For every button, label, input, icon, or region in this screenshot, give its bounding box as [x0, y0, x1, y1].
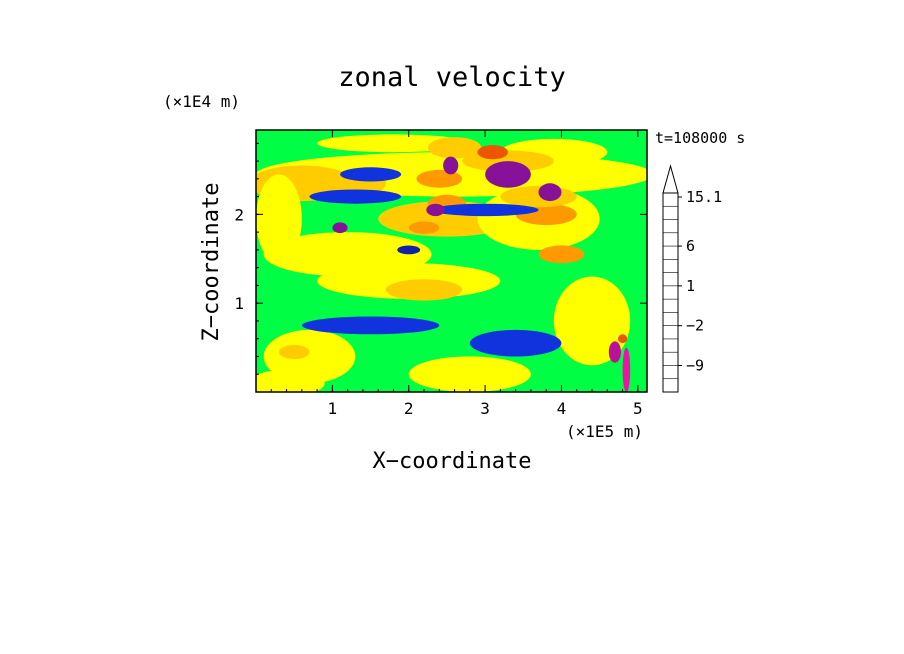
- x-tick-label: 1: [328, 399, 338, 418]
- colorbar-label: −9: [686, 356, 704, 374]
- y-tick-label: 1: [234, 294, 244, 313]
- field-cell: [408, 356, 531, 392]
- field-cell: [477, 145, 509, 160]
- field-cell: [538, 245, 585, 264]
- plot-frame: [255, 129, 648, 393]
- field-cell: [431, 203, 539, 217]
- field-cell: [278, 344, 310, 360]
- y-axis-label: Z−coordinate: [199, 183, 224, 342]
- colorbar: 15.1 6 1 −2 −9: [662, 164, 722, 393]
- x-axis-ticks: 1 2 3 4 5: [270, 130, 643, 418]
- field-cell: [301, 316, 440, 335]
- field-cell: [309, 189, 402, 204]
- field-cell: [408, 221, 440, 234]
- colorbar-overflow-arrow: [662, 164, 679, 194]
- field-cell: [500, 185, 577, 208]
- time-label: t=108000 s: [655, 129, 745, 147]
- field-cell: [385, 279, 463, 301]
- field-cell: [340, 167, 402, 182]
- field-cell: [263, 329, 356, 384]
- y-tick-label: 2: [234, 205, 244, 224]
- field-cell: [608, 341, 622, 363]
- field-cell: [416, 169, 463, 188]
- field-cell: [443, 156, 459, 175]
- field-cell: [622, 347, 631, 392]
- colorbar-label: 15.1: [686, 188, 722, 206]
- colorbar-frame: [662, 192, 679, 393]
- x-tick-label: 2: [404, 399, 414, 418]
- x-tick-label: 5: [633, 399, 643, 418]
- heatmap-field: [256, 130, 647, 392]
- x-unit-label: (×1E5 m): [566, 422, 643, 441]
- y-unit-label: (×1E4 m): [163, 92, 240, 111]
- field-cell: [618, 334, 628, 344]
- field-cell: [538, 183, 562, 202]
- field-cell: [427, 137, 482, 159]
- colorbar-label: 6: [686, 237, 695, 255]
- field-cell: [553, 276, 631, 366]
- field-cell: [485, 161, 531, 188]
- field-cell: [426, 203, 445, 217]
- chart-title: zonal velocity: [338, 62, 566, 93]
- x-tick-label: 4: [557, 399, 567, 418]
- x-axis-label: X−coordinate: [373, 449, 532, 474]
- field-cell: [332, 222, 348, 233]
- field-cell: [397, 245, 421, 255]
- field-cell: [256, 369, 325, 392]
- colorbar-label: 1: [686, 277, 695, 295]
- x-tick-label: 3: [480, 399, 490, 418]
- field-cell: [469, 329, 562, 357]
- colorbar-label: −2: [686, 317, 704, 335]
